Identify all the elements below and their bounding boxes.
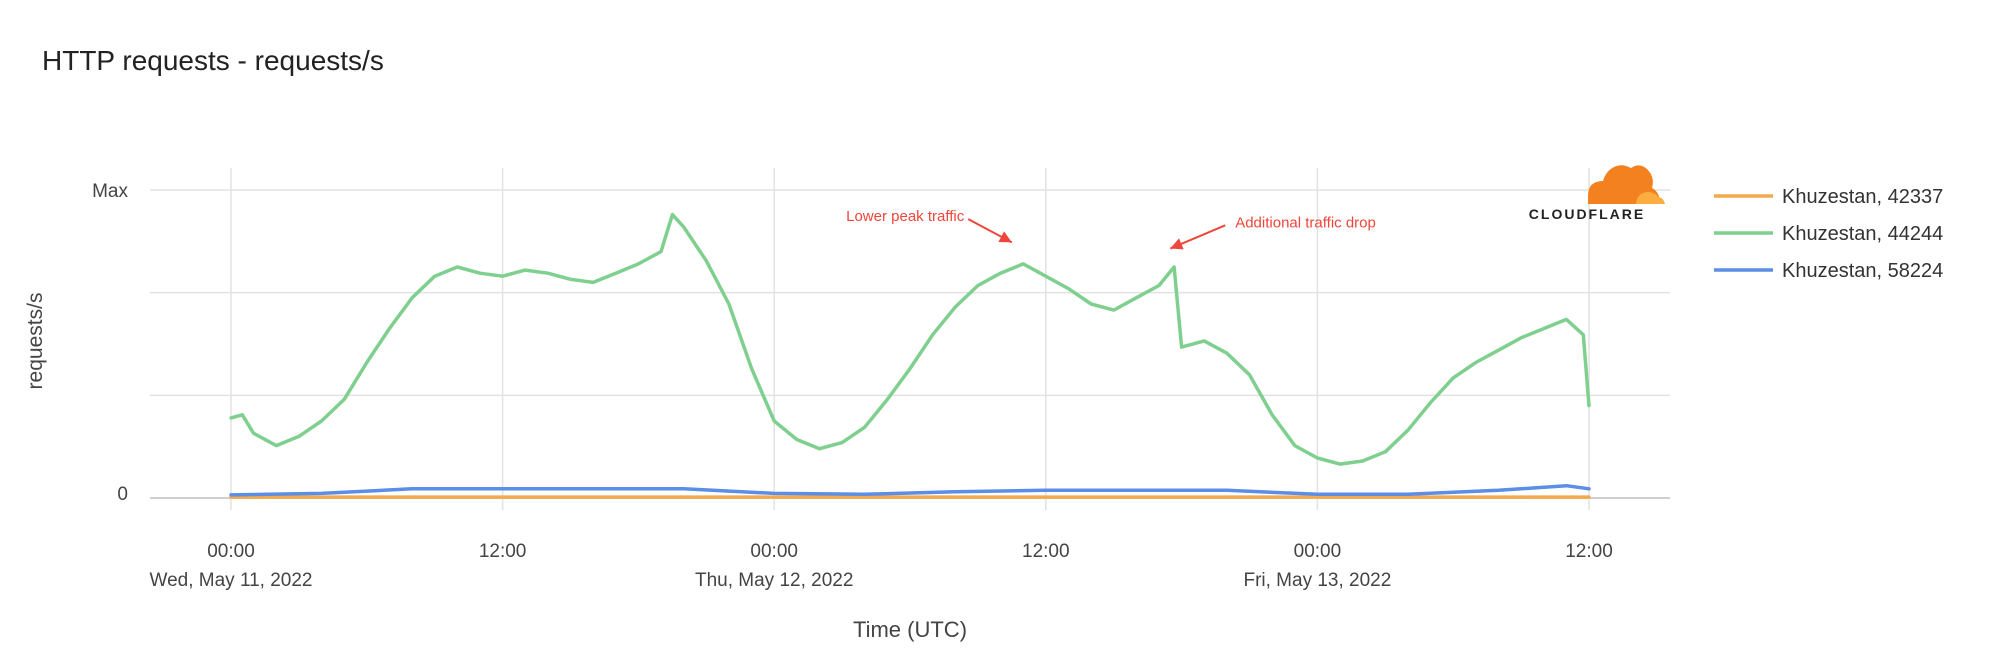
annotation-arrowhead	[998, 231, 1012, 243]
x-tick-label: 00:00	[1294, 541, 1342, 562]
cloudflare-logo-text: CLOUDFLARE	[1529, 206, 1645, 222]
legend-label: Khuzestan, 44244	[1782, 223, 1943, 245]
legend-label: Khuzestan, 42337	[1782, 186, 1943, 208]
x-tick-label: 12:00	[1022, 541, 1070, 562]
x-tick-sublabel: Wed, May 11, 2022	[149, 570, 312, 591]
x-tick-sublabel: Fri, May 13, 2022	[1243, 570, 1391, 591]
series-line-2	[229, 212, 1591, 466]
y-axis-label: requests/s	[24, 293, 47, 390]
x-tick-label: 12:00	[479, 541, 527, 562]
chart-title: HTTP requests - requests/s	[42, 45, 384, 76]
cloudflare-cloud-small-icon	[1636, 192, 1665, 204]
x-tick-sublabel: Thu, May 12, 2022	[695, 570, 853, 591]
annotation-label: Additional traffic drop	[1235, 214, 1376, 231]
y-tick-label: Max	[92, 181, 128, 202]
x-axis-label: Time (UTC)	[853, 617, 967, 642]
annotation-arrowhead	[1170, 238, 1184, 250]
x-tick-label: 00:00	[207, 541, 255, 562]
series-line-3	[229, 483, 1591, 497]
x-tick-label: 12:00	[1565, 541, 1613, 562]
annotation-label: Lower peak traffic	[846, 208, 965, 225]
legend-label: Khuzestan, 58224	[1782, 260, 1943, 282]
y-tick-label: 0	[117, 484, 128, 505]
x-tick-label: 00:00	[750, 541, 798, 562]
